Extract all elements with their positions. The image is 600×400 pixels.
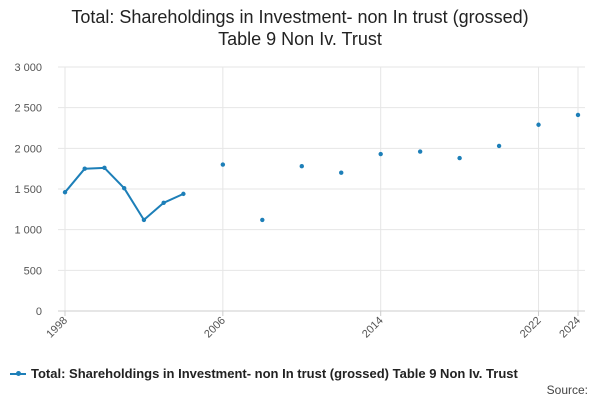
y-tick-label: 500	[24, 265, 42, 277]
x-tick-label: 2014	[360, 315, 386, 341]
legend-series-label: Total: Shareholdings in Investment- non …	[31, 366, 518, 381]
data-point	[220, 162, 226, 167]
x-tick-label: 1998	[44, 315, 70, 341]
x-tick-label: 2022	[518, 315, 544, 341]
data-point	[161, 200, 166, 206]
legend-series-dot	[16, 371, 21, 376]
data-point	[299, 164, 304, 169]
data-point	[417, 149, 423, 154]
y-tick-label: 0	[36, 306, 42, 318]
data-point	[102, 165, 107, 171]
x-tick-label: 2006	[202, 315, 228, 341]
chart-title-line-1: Total: Shareholdings in Investment- non …	[71, 7, 529, 27]
x-tick-label: 2024	[557, 315, 583, 341]
data-point	[62, 190, 68, 195]
data-point	[496, 143, 502, 149]
chart-title-line-2: Table 9 Non Iv. Trust	[218, 29, 382, 49]
data-point	[457, 155, 462, 161]
chart-title: Total: Shareholdings in Investment- non …	[0, 6, 600, 50]
source-label: Source:	[546, 383, 588, 397]
y-tick-label: 2 500	[14, 103, 42, 115]
data-point	[575, 112, 581, 118]
data-point	[82, 166, 87, 171]
series-line	[64, 166, 184, 221]
y-tick-label: 1 500	[14, 184, 42, 196]
data-point	[260, 217, 265, 223]
data-point	[378, 151, 383, 157]
data-point	[339, 170, 344, 175]
y-tick-label: 3 000	[14, 62, 42, 74]
y-tick-label: 1 000	[14, 225, 42, 237]
data-point	[121, 185, 127, 191]
chart-legend[interactable]: Total: Shareholdings in Investment- non …	[10, 366, 518, 381]
y-tick-label: 2 000	[14, 143, 42, 155]
data-point	[181, 191, 186, 197]
legend-series-swatch	[10, 371, 26, 376]
data-point	[141, 217, 147, 223]
data-point	[536, 122, 541, 127]
